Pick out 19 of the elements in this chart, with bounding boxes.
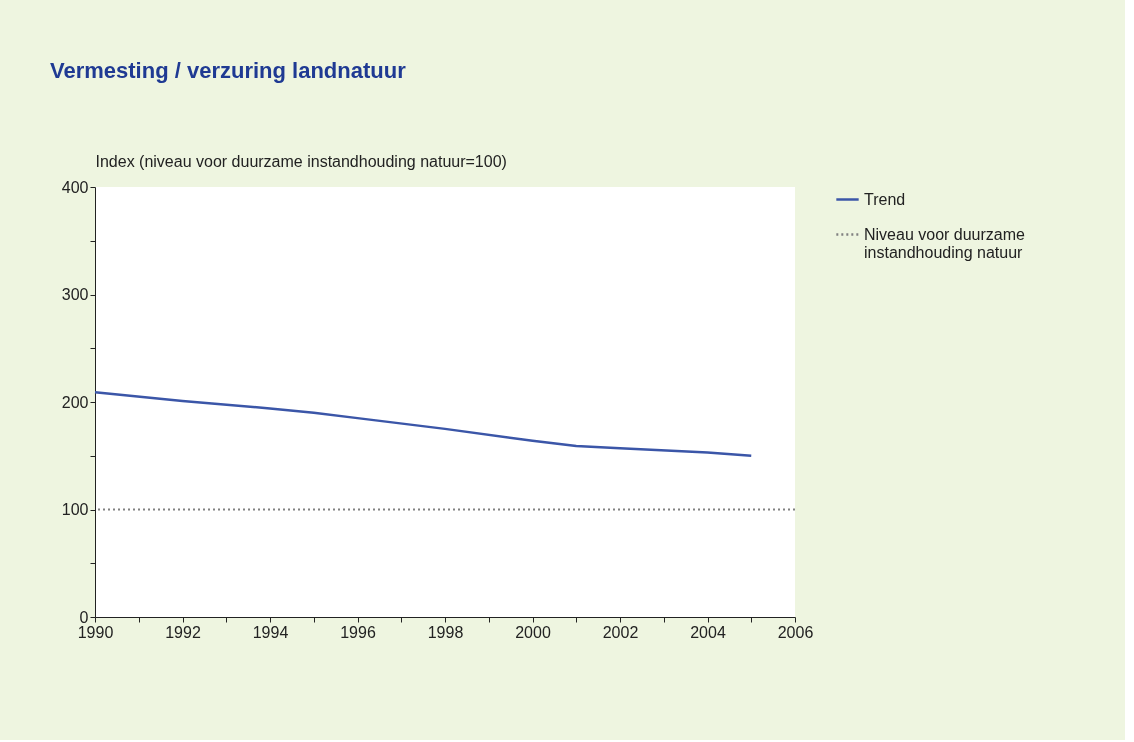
legend-label: Niveau voor duurzame instandhouding natuur <box>864 225 1026 261</box>
x-tick-label: 1990 <box>77 623 114 641</box>
x-tick-label: 1998 <box>427 623 464 641</box>
y-axis-title: Index (niveau voor duurzame instandhouding natuur=100) <box>95 152 507 170</box>
line-series <box>93 391 753 457</box>
x-tick-label: 1996 <box>340 623 376 641</box>
y-tick-label: 400 <box>61 178 89 196</box>
x-tick-label: 2000 <box>515 623 551 641</box>
y-tick-label: 300 <box>61 286 89 303</box>
x-tick-label: 2006 <box>777 623 814 641</box>
x-tick-label: 1994 <box>252 623 289 641</box>
y-tick-label: 0 <box>79 608 89 626</box>
x-tick-label: 2004 <box>690 623 726 641</box>
y-tick-label: 100 <box>61 501 89 518</box>
legend-label: Trend <box>864 190 906 208</box>
chart-title: Vermesting / verzuring landnatuur <box>50 58 407 83</box>
x-tick-label: 1992 <box>165 623 201 641</box>
y-tick-label: 200 <box>61 393 89 411</box>
x-tick-label: 2002 <box>602 623 639 641</box>
